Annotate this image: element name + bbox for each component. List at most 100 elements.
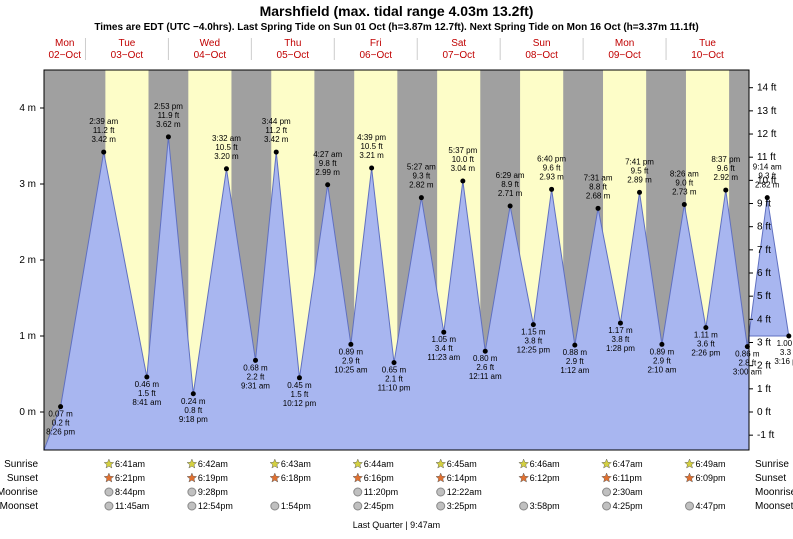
tide-label: 1.05 m [432, 335, 457, 344]
sunset-icon [187, 473, 197, 482]
day-dow: Sun [533, 38, 551, 49]
sunrise-icon [602, 459, 612, 468]
tide-label: 3.21 m [359, 151, 384, 160]
y-tick-ft: 6 ft [757, 268, 771, 279]
tide-label: 9.6 ft [543, 163, 562, 172]
tide-label: 3.04 m [451, 164, 476, 173]
day-date: 06−Oct [359, 50, 392, 61]
sunrise-icon [270, 459, 280, 468]
moon-icon [603, 488, 611, 496]
astro-time: 6:19pm [198, 473, 228, 483]
tide-label: 3.42 m [264, 135, 289, 144]
tide-label: 11.2 ft [265, 126, 287, 135]
footer-note: Last Quarter | 9:47am [353, 520, 440, 530]
tide-label: 0.89 m [650, 347, 675, 356]
tide-label: 3:16 pm [774, 357, 793, 366]
tide-label: 10:12 pm [283, 399, 317, 408]
tide-label: 2.68 m [586, 191, 611, 200]
tide-label: 3.8 ft [524, 337, 543, 346]
day-date: 02−Oct [48, 50, 81, 61]
tide-label: 8:37 pm [711, 155, 740, 164]
tide-label: 0.80 m [473, 354, 498, 363]
day-dow: Sat [451, 38, 466, 49]
tide-label: 0.89 m [339, 347, 364, 356]
astro-time: 4:25pm [613, 501, 643, 511]
tide-label: 2.9 ft [653, 356, 672, 365]
astro-time: 3:58pm [530, 501, 560, 511]
tide-label: 11.9 ft [158, 111, 180, 120]
tide-label: 0.45 m [287, 381, 312, 390]
moon-icon [686, 502, 694, 510]
y-tick-ft: 1 ft [757, 384, 771, 395]
tide-label: 2.73 m [672, 188, 697, 197]
tide-label: 2:53 pm [154, 102, 183, 111]
tide-label: 10.5 ft [360, 142, 383, 151]
y-tick-ft: 9 ft [757, 199, 771, 210]
sunset-icon [685, 473, 695, 482]
tide-label: 0.65 m [382, 366, 407, 375]
sunset-icon [353, 473, 363, 482]
astro-time: 6:21pm [115, 473, 145, 483]
tide-label: 1.5 ft [291, 390, 310, 399]
astro-time: 6:41am [115, 459, 145, 469]
astro-time: 11:45am [115, 501, 149, 511]
tide-label: 3.62 m [156, 120, 181, 129]
astro-time: 6:16pm [364, 473, 394, 483]
day-date: 10−Oct [691, 50, 724, 61]
tide-label: 3.8 ft [612, 335, 631, 344]
astro-time: 12:22am [447, 487, 482, 497]
astro-time: 6:43am [281, 459, 311, 469]
y-tick-ft: 10 ft [757, 175, 777, 186]
tide-label: 2:10 am [647, 365, 676, 374]
tide-label: 2.9 ft [566, 357, 585, 366]
moon-icon [105, 502, 113, 510]
astro-row-label: Sunrise [755, 459, 789, 470]
day-dow: Mon [615, 38, 634, 49]
moon-icon [437, 488, 445, 496]
day-date: 05−Oct [277, 50, 310, 61]
tide-label: 1.15 m [521, 328, 546, 337]
astro-time: 6:14pm [447, 473, 477, 483]
moon-icon [354, 502, 362, 510]
y-tick-m: 4 m [19, 103, 36, 114]
astro-time: 6:42am [198, 459, 228, 469]
tide-label: 10.5 ft [215, 143, 238, 152]
astro-time: 3:25pm [447, 501, 477, 511]
sunset-icon [270, 473, 280, 482]
tide-label: 1.00 m [777, 339, 793, 348]
tide-chart: 0.07 m0.2 ft8:26 pm2:39 am11.2 ft3.42 m0… [0, 0, 793, 539]
tide-label: 5:37 pm [448, 146, 477, 155]
tide-label: 2.9 ft [342, 356, 361, 365]
astro-row-label: Moonset [755, 501, 793, 512]
tide-label: 3:44 pm [262, 117, 291, 126]
tide-label: 12:11 am [469, 372, 502, 381]
day-dow: Tue [119, 38, 136, 49]
day-date: 09−Oct [608, 50, 641, 61]
tide-label: 6:29 am [496, 171, 525, 180]
sunset-icon [602, 473, 612, 482]
day-dow: Fri [370, 38, 382, 49]
tide-label: 2.1 ft [385, 375, 404, 384]
day-dow: Tue [699, 38, 716, 49]
moon-icon [520, 502, 528, 510]
astro-time: 2:30am [613, 487, 643, 497]
astro-time: 8:44pm [115, 487, 145, 497]
astro-time: 9:28pm [198, 487, 228, 497]
day-date: 08−Oct [525, 50, 558, 61]
tide-label: 0.46 m [135, 380, 160, 389]
tide-label: 7:41 pm [625, 157, 654, 166]
y-tick-ft: 11 ft [757, 152, 776, 163]
y-tick-ft: 0 ft [757, 407, 771, 418]
sunrise-icon [685, 459, 695, 468]
tide-label: 2.71 m [498, 189, 523, 198]
moon-icon [188, 488, 196, 496]
sunset-icon [519, 473, 529, 482]
tide-label: 0.68 m [243, 363, 268, 372]
astro-time: 1:54pm [281, 501, 311, 511]
astro-row-label: Sunset [7, 473, 38, 484]
astro-time: 11:20pm [364, 487, 398, 497]
tide-label: 9.5 ft [631, 166, 650, 175]
tide-label: 5:27 am [407, 163, 436, 172]
tide-label: 1.17 m [608, 326, 633, 335]
y-tick-ft: 2 ft [757, 361, 771, 372]
